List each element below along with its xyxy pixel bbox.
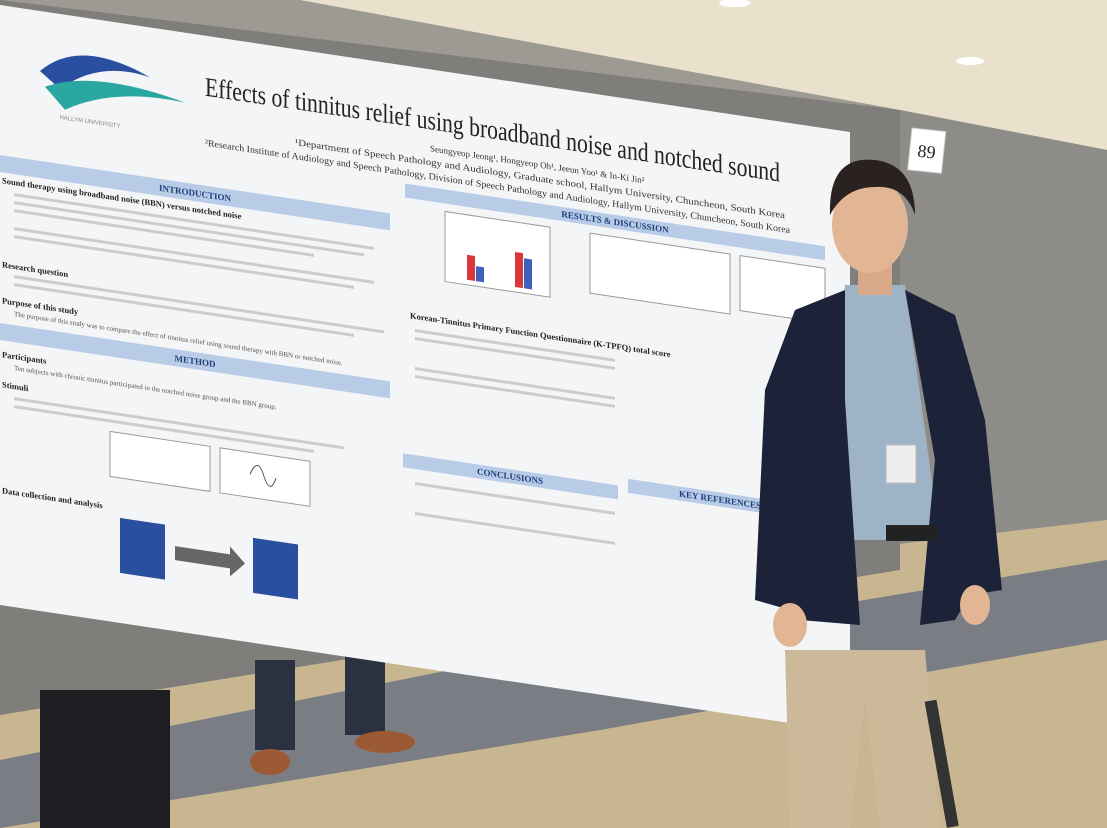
text-line — [14, 209, 314, 257]
text-line — [14, 235, 354, 289]
jacket — [755, 290, 860, 625]
text-line — [415, 375, 615, 408]
figure-chart — [589, 232, 731, 315]
text-line — [14, 405, 314, 453]
text-line — [14, 201, 364, 257]
name-badge — [885, 444, 917, 484]
section-bar — [0, 323, 390, 399]
belt — [886, 525, 938, 541]
presenter — [755, 159, 1002, 828]
dark-object — [40, 690, 170, 828]
poster: HALLYM UNIVERSITY Effects of tinnitus re… — [0, 5, 850, 733]
figure-chart — [739, 255, 826, 324]
visitor-leg — [345, 650, 385, 735]
text-line — [14, 283, 354, 337]
figure-plot — [109, 430, 211, 492]
text-line — [415, 329, 615, 362]
text-line — [14, 397, 344, 450]
hair — [829, 159, 915, 215]
shoe — [355, 731, 415, 753]
figure-bar — [476, 266, 484, 283]
board-number: 89 — [917, 141, 937, 163]
figure-curve — [249, 464, 277, 487]
hand — [773, 603, 807, 647]
section-bar — [0, 155, 390, 231]
text-line — [415, 482, 615, 515]
figure-arrow — [175, 546, 245, 577]
figure-plot — [219, 447, 311, 507]
figure-bar — [524, 258, 532, 290]
figure-box — [253, 537, 298, 600]
figure-box — [120, 517, 165, 580]
ceiling-light — [719, 0, 751, 7]
ceiling-light — [956, 57, 984, 65]
logo-swoosh — [45, 80, 185, 110]
shoe — [250, 749, 290, 775]
figure-bar — [467, 254, 475, 281]
subheading: Stimuli — [2, 379, 29, 393]
stand-leg — [924, 699, 959, 828]
trousers — [785, 650, 940, 828]
board-number-card: 89 — [907, 127, 947, 174]
visitor-leg — [255, 660, 295, 750]
text-line — [14, 275, 384, 334]
section-bar — [403, 453, 618, 500]
text-line — [415, 367, 615, 400]
text-line — [14, 227, 374, 284]
face — [832, 177, 908, 273]
ceiling — [300, 0, 1107, 150]
jacket — [905, 290, 1002, 625]
logo-swoosh — [40, 55, 150, 89]
text-line — [415, 512, 615, 545]
section-bar — [405, 183, 825, 261]
text-line — [14, 193, 374, 250]
figure-bar — [515, 251, 523, 289]
hand — [960, 585, 990, 625]
figure-chart — [444, 210, 551, 298]
text-line — [415, 337, 615, 370]
card — [907, 127, 947, 174]
